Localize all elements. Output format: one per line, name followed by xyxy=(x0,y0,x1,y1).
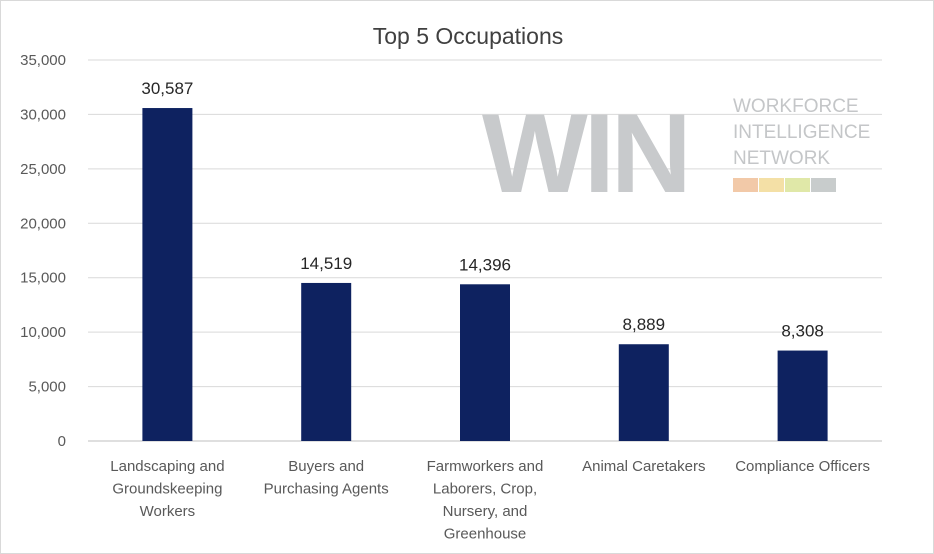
data-label: 14,396 xyxy=(459,255,511,274)
bar xyxy=(777,350,828,441)
watermark-stripe xyxy=(733,178,758,192)
data-label: 30,587 xyxy=(141,79,193,98)
y-tick-label: 35,000 xyxy=(20,52,66,69)
watermark-logo: WIN xyxy=(482,91,688,216)
y-tick-label: 30,000 xyxy=(20,106,66,123)
category-label: Buyers and Purchasing Agents xyxy=(264,458,389,498)
y-tick-label: 15,000 xyxy=(20,270,66,287)
data-labels: 30,587 14,519 14,396 8,889 8,308 xyxy=(141,79,823,341)
y-tick-label: 10,000 xyxy=(20,324,66,341)
y-tick-label: 25,000 xyxy=(20,161,66,178)
category-label: Farmworkers and Laborers, Crop, Nursery, a… xyxy=(427,458,544,543)
y-tick-label: 5,000 xyxy=(28,379,66,396)
gridlines xyxy=(88,59,882,442)
data-label: 8,889 xyxy=(623,315,666,334)
watermark-text-line: INTELLIGENCE xyxy=(733,122,870,143)
x-axis-categories: Landscaping and Groundskeeping Workers Buye… xyxy=(110,458,870,543)
category-label: Compliance Officers xyxy=(735,458,870,475)
bars xyxy=(142,108,828,441)
chart-title: Top 5 Occupations xyxy=(373,23,564,49)
y-tick-label: 20,000 xyxy=(20,215,66,232)
y-axis-ticks: 0 5,000 10,000 15,000 20,000 25,000 30,000 35,0… xyxy=(20,52,66,450)
watermark-stripe xyxy=(759,178,784,192)
watermark-stripe xyxy=(811,178,836,192)
category-label: Landscaping and Groundskeeping Workers xyxy=(110,458,224,520)
bar xyxy=(142,108,193,441)
data-label: 14,519 xyxy=(300,254,352,273)
bar xyxy=(618,344,669,441)
category-label: Animal Caretakers xyxy=(582,458,705,475)
data-label: 8,308 xyxy=(781,322,824,341)
bar xyxy=(301,282,352,441)
y-tick-label: 0 xyxy=(58,433,66,450)
win-watermark: WIN WORKFORCE INTELLIGENCE NETWORK xyxy=(482,91,870,216)
watermark-text-line: WORKFORCE xyxy=(733,96,859,117)
watermark-stripe xyxy=(785,178,810,192)
watermark-text-line: NETWORK xyxy=(733,148,830,169)
bar xyxy=(460,284,510,441)
